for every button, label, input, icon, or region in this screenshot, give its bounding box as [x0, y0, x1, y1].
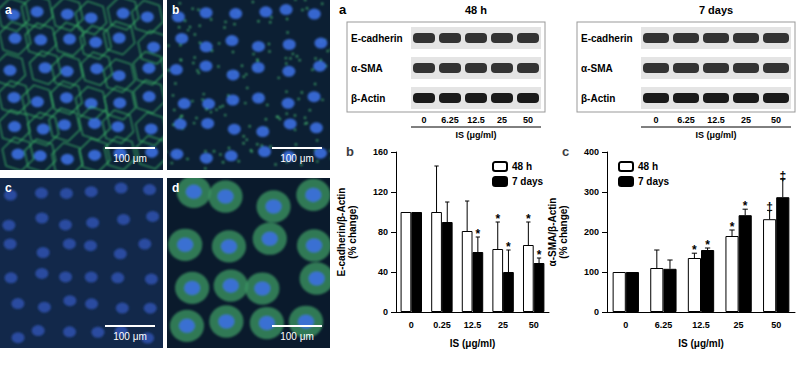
svg-text:0: 0: [623, 320, 628, 330]
svg-text:100 μm: 100 μm: [113, 153, 147, 164]
svg-text:25: 25: [734, 320, 744, 330]
svg-text:a: a: [5, 3, 12, 17]
svg-text:0: 0: [383, 307, 388, 317]
svg-text:100 μm: 100 μm: [280, 153, 314, 164]
svg-text:E-cadherin: E-cadherin: [581, 33, 633, 44]
svg-text:400: 400: [584, 147, 599, 157]
svg-text:6.25: 6.25: [441, 115, 459, 125]
svg-text:100: 100: [584, 267, 599, 277]
svg-text:6.25: 6.25: [655, 320, 673, 330]
svg-text:α-SMA/β-Actin: α-SMA/β-Actin: [547, 198, 558, 267]
svg-text:48 h: 48 h: [465, 4, 487, 16]
svg-text:*: *: [705, 238, 710, 252]
svg-text:α-SMA: α-SMA: [581, 63, 613, 74]
svg-text:50: 50: [529, 320, 539, 330]
svg-text:40: 40: [378, 267, 388, 277]
svg-text:0: 0: [409, 320, 414, 330]
svg-text:*: *: [743, 199, 748, 213]
svg-text:β-Actin: β-Actin: [581, 93, 615, 104]
svg-text:IS (μg/ml): IS (μg/ml): [455, 130, 496, 140]
svg-text:200: 200: [584, 227, 599, 237]
svg-text:†: †: [766, 200, 773, 214]
svg-text:(% change): (% change): [347, 205, 358, 258]
svg-text:0: 0: [653, 115, 658, 125]
svg-text:25: 25: [741, 115, 751, 125]
svg-text:E-cadherin: E-cadherin: [351, 33, 403, 44]
svg-text:β-Actin: β-Actin: [351, 93, 385, 104]
svg-text:12.5: 12.5: [467, 115, 485, 125]
svg-text:50: 50: [771, 115, 781, 125]
svg-text:48 h: 48 h: [512, 161, 532, 172]
svg-text:100 μm: 100 μm: [113, 331, 147, 342]
svg-text:7 days: 7 days: [638, 176, 670, 187]
svg-text:IS (μg/ml): IS (μg/ml): [450, 338, 496, 349]
svg-text:12.5: 12.5: [464, 320, 482, 330]
svg-text:a: a: [339, 2, 347, 17]
svg-text:α-SMA: α-SMA: [351, 63, 383, 74]
svg-text:*: *: [692, 243, 697, 257]
svg-text:7 days: 7 days: [512, 176, 544, 187]
svg-text:IS (μg/ml): IS (μg/ml): [678, 338, 724, 349]
svg-text:7 days: 7 days: [699, 4, 733, 16]
svg-text:0: 0: [594, 307, 599, 317]
svg-text:48 h: 48 h: [638, 161, 658, 172]
svg-text:*: *: [476, 227, 481, 241]
svg-text:E-cadherin/β-Actin: E-cadherin/β-Actin: [336, 188, 347, 277]
svg-text:IS (μg/ml): IS (μg/ml): [695, 130, 736, 140]
svg-text:12.5: 12.5: [707, 115, 725, 125]
svg-text:120: 120: [373, 187, 388, 197]
svg-text:50: 50: [771, 320, 781, 330]
svg-text:c: c: [5, 181, 12, 195]
svg-text:b: b: [172, 3, 179, 17]
svg-text:d: d: [172, 181, 179, 195]
svg-text:c: c: [562, 144, 569, 159]
svg-text:*: *: [730, 220, 735, 234]
svg-text:*: *: [537, 248, 542, 262]
svg-text:50: 50: [523, 115, 533, 125]
svg-text:12.5: 12.5: [692, 320, 710, 330]
svg-text:100 μm: 100 μm: [280, 331, 314, 342]
svg-text:*: *: [526, 212, 531, 226]
svg-text:25: 25: [498, 320, 508, 330]
svg-text:*: *: [506, 240, 511, 254]
svg-text:(% change): (% change): [558, 205, 569, 258]
svg-text:300: 300: [584, 187, 599, 197]
svg-text:160: 160: [373, 147, 388, 157]
svg-text:25: 25: [497, 115, 507, 125]
svg-text:80: 80: [378, 227, 388, 237]
svg-text:b: b: [346, 144, 354, 159]
svg-text:‡: ‡: [779, 169, 786, 183]
svg-text:6.25: 6.25: [677, 115, 695, 125]
svg-text:0: 0: [421, 115, 426, 125]
svg-text:0.25: 0.25: [433, 320, 451, 330]
svg-text:*: *: [495, 212, 500, 226]
